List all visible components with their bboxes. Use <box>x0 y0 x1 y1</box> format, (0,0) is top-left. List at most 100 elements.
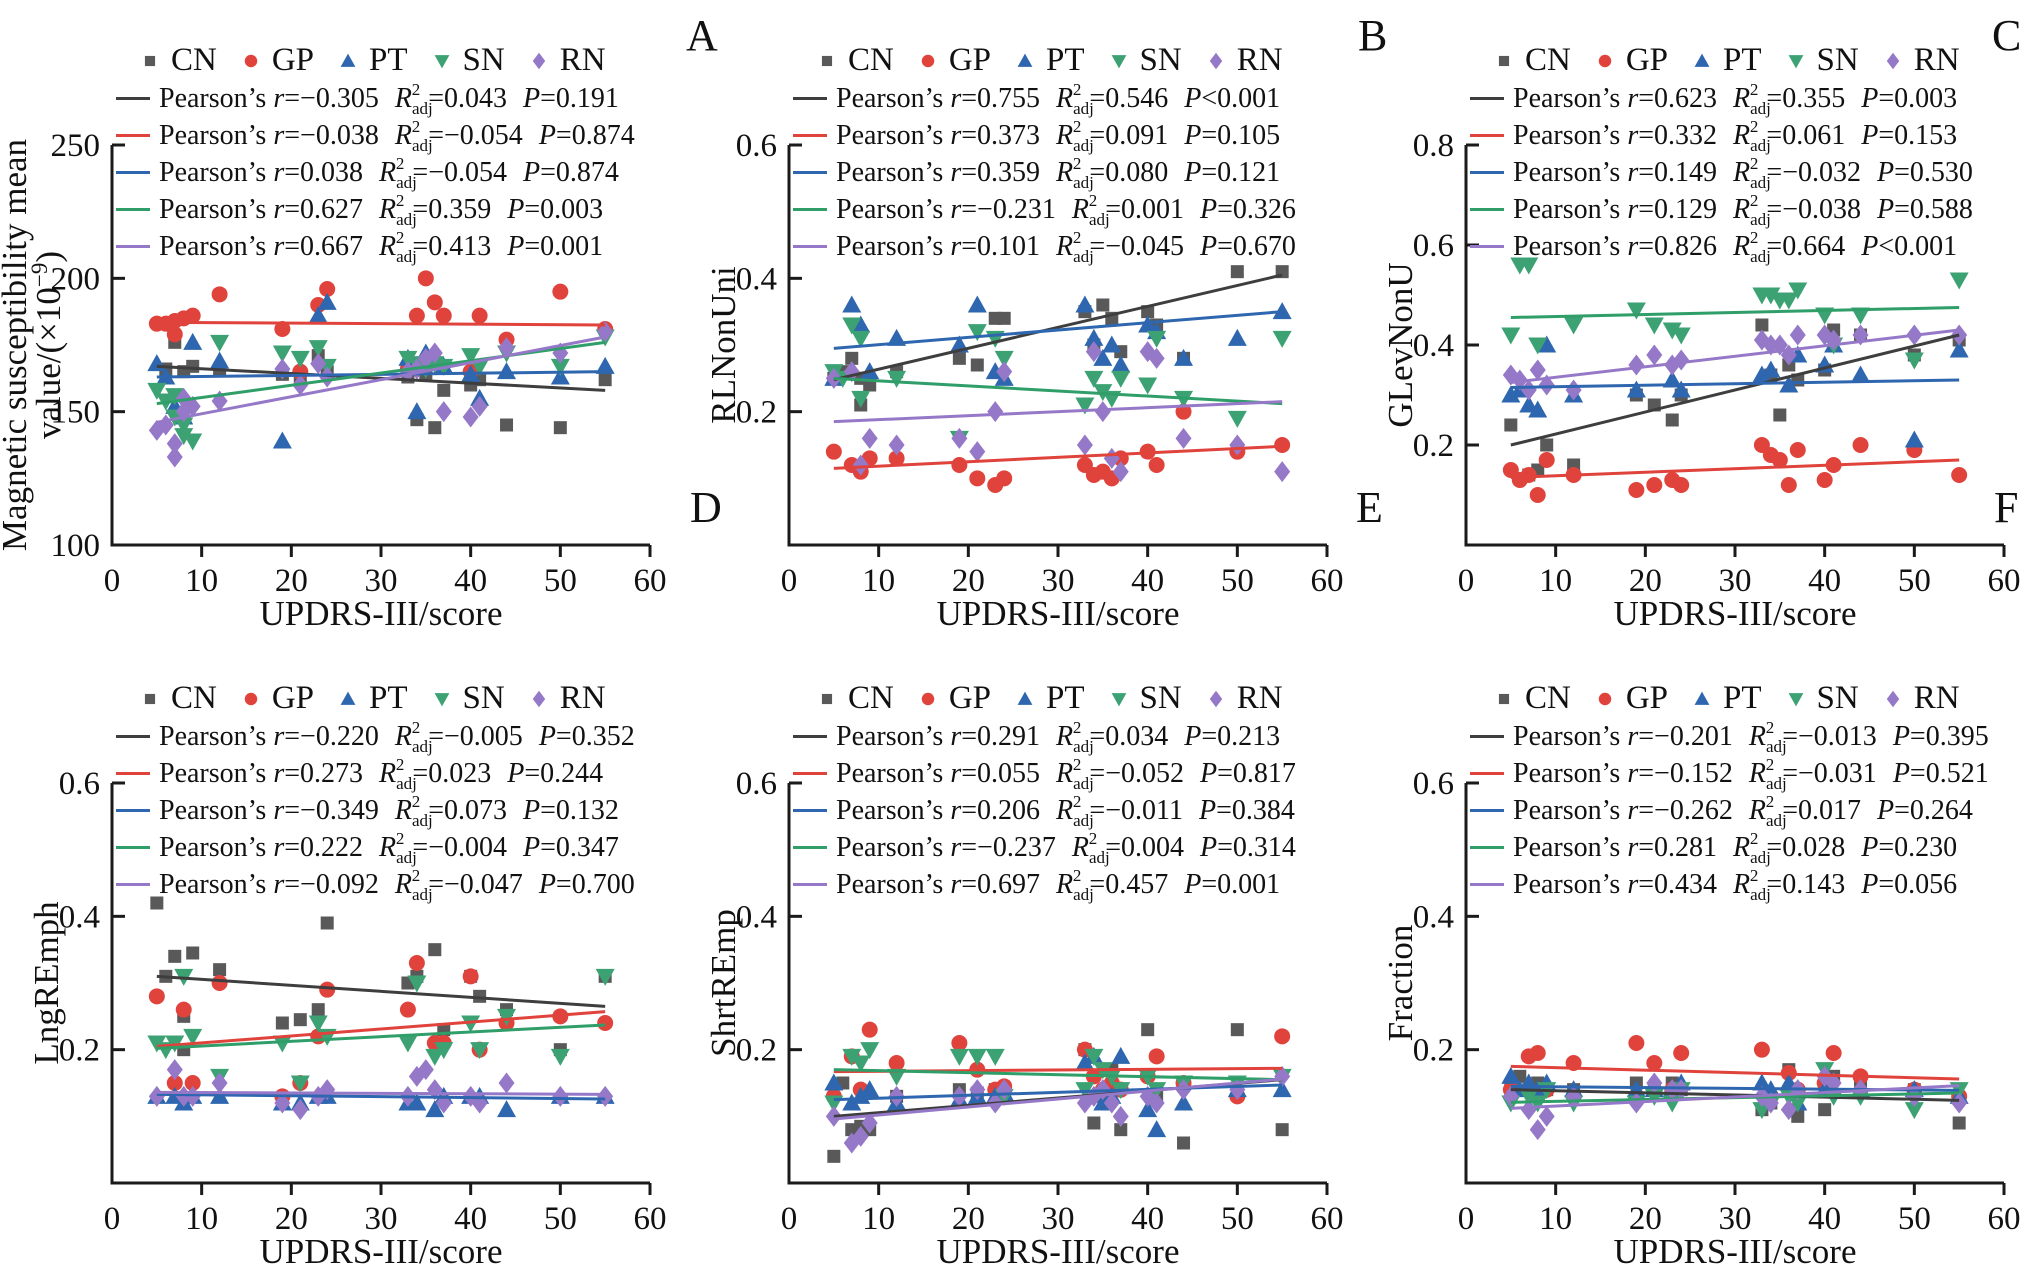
scatter-point-RN <box>1565 379 1582 401</box>
stat-text: Pearson’s r=0.055 Radj2 =−0.052 P=0.817 <box>836 754 1296 793</box>
y-tick-label: 100 <box>51 528 101 564</box>
trend-line-GP <box>1510 1064 1960 1081</box>
x-tick-label: 10 <box>862 563 895 599</box>
scatter-point-PT <box>317 292 337 310</box>
x-tick-label: 60 <box>634 1201 667 1237</box>
scatter-point-CN <box>1755 318 1769 332</box>
scatter-point-GP <box>552 283 569 300</box>
legend-item-PT: PT <box>1690 680 1762 717</box>
legend-item-CN: CN <box>1492 680 1571 717</box>
trend-line-GP <box>156 320 606 327</box>
scatter-point-SN <box>308 340 328 358</box>
y-tick-label: 250 <box>51 128 101 164</box>
trend-swatch <box>1470 171 1504 174</box>
scatter-point-RN <box>1229 434 1246 456</box>
square-icon <box>144 55 156 67</box>
stat-text: Pearson’s r=0.206 Radj2 =−0.011 P=0.384 <box>836 791 1295 830</box>
triangle-down-icon-glyph <box>1111 55 1126 69</box>
legend-group-label: CN <box>848 41 894 78</box>
panel-letter-f: F <box>1994 483 2019 532</box>
scatter-point-SN <box>1626 302 1646 320</box>
scatter-point-SN <box>1779 292 1799 310</box>
legend-stat-row-GP: Pearson’s r=0.055 Radj2 =−0.052 P=0.817 <box>793 755 1305 792</box>
triangle-up-icon <box>1017 53 1033 67</box>
scatter-point-PT <box>1174 348 1194 366</box>
scatter-point-SN <box>1564 317 1584 335</box>
diamond-icon-glyph <box>1209 52 1222 70</box>
y-axis-title: Fraction <box>1381 925 1420 1042</box>
panel-letter-d: D <box>690 483 722 532</box>
x-tick-label: 20 <box>1629 1201 1662 1237</box>
scatter-point-PT <box>967 295 987 313</box>
axis-frame <box>1464 145 2004 547</box>
scatter-point-GP <box>399 1001 416 1018</box>
stat-text: Pearson’s r=0.273 Radj2 =0.023 P=0.244 <box>159 754 604 793</box>
x-tick-label: 30 <box>1042 1201 1075 1237</box>
scatter-point-GP <box>1951 467 1968 483</box>
scatter-point-SN <box>183 1028 203 1046</box>
stat-text: Pearson’s r=0.359 Radj2 =0.080 P=0.121 <box>836 153 1281 192</box>
trend-swatch <box>793 772 827 775</box>
legend-stat-row-CN: Pearson’s r=0.291 Radj2 =0.034 P=0.213 <box>793 718 1305 755</box>
x-tick-label: 20 <box>275 563 308 599</box>
circle-icon-glyph <box>244 54 258 68</box>
legend-stat-row-GP: Pearson’s r=0.273 Radj2 =0.023 P=0.244 <box>116 755 635 792</box>
legend-group-label: GP <box>271 41 315 78</box>
y-axis-title: value/(×10−9) <box>27 251 68 439</box>
legend-item-RN: RN <box>1881 42 1960 79</box>
panel-b: CN GP PT SN RN Pearson’s r=0.755 Radj2 =0.546 P<… <box>677 0 1354 638</box>
scatter-point-RN <box>951 427 968 449</box>
scatter-point-SN <box>994 350 1014 368</box>
scatter-point-RN <box>274 1092 291 1114</box>
legend-stat-row-SN: Pearson’s r=−0.231 Radj2 =0.001 P=0.326 <box>793 191 1305 228</box>
scatter-point-GP <box>1529 1045 1546 1061</box>
diamond-icon <box>532 690 545 708</box>
scatter-point-RN <box>462 406 479 428</box>
scatter-point-GP <box>408 955 425 971</box>
legend-b: CN GP PT SN RN Pearson’s r=0.755 Radj2 =0.546 P<… <box>793 40 1305 265</box>
legend-item-GP: GP <box>1593 680 1668 717</box>
scatter-point-SN <box>842 317 862 335</box>
x-tick-label: 0 <box>781 1201 798 1237</box>
legend-stat-row-RN: Pearson’s r=0.826 Radj2 =0.664 P<0.001 <box>1470 228 1982 265</box>
scatter-point-CN <box>598 373 612 387</box>
legend-item-PT: PT <box>336 680 408 717</box>
trend-line-SN <box>156 1023 606 1050</box>
scatter-point-SN <box>595 968 615 986</box>
legend-item-PT: PT <box>1013 680 1085 717</box>
stat-text: Pearson’s r=0.627 Radj2 =0.359 P=0.003 <box>159 190 604 229</box>
legend-stat-row-RN: Pearson’s r=−0.092 Radj2 =−0.047 P=0.700 <box>116 866 635 903</box>
legend-item-RN: RN <box>1204 680 1283 717</box>
y-tick-label: 0.4 <box>59 899 100 935</box>
triangle-down-icon-glyph <box>1111 693 1126 707</box>
triangle-up-icon-glyph <box>1694 53 1710 67</box>
scatter-point-SN <box>1519 1088 1539 1106</box>
x-tick-label: 60 <box>634 563 667 599</box>
scatter-point-CN <box>1114 1123 1128 1137</box>
trend-swatch <box>116 809 150 812</box>
scatter-point-SN <box>1851 307 1871 325</box>
scatter-point-RN <box>1646 344 1663 366</box>
panel-a: CN GP PT SN RN Pearson’s r=−0.305 Radj2 =0.043 P… <box>0 0 677 638</box>
scatter-point-SN <box>1528 1095 1548 1113</box>
stat-text: Pearson’s r=0.373 Radj2 =0.091 P=0.105 <box>836 116 1281 155</box>
x-tick-label: 30 <box>1719 1201 1752 1237</box>
axis-frame <box>1464 783 2004 1185</box>
scatter-point-GP <box>1816 472 1833 488</box>
scatter-point-RN <box>1103 447 1120 469</box>
legend-group-label: GP <box>948 679 992 716</box>
scatter-point-CN <box>1177 1136 1191 1150</box>
trend-swatch <box>793 208 827 211</box>
scatter-point-SN <box>887 1068 907 1086</box>
scatter-point-GP <box>1520 467 1537 483</box>
scatter-point-PT <box>425 1100 445 1118</box>
scatter-point-SN <box>967 1048 987 1066</box>
legend-stat-row-RN: Pearson’s r=0.667 Radj2 =0.413 P=0.001 <box>116 228 635 265</box>
x-axis-title: UPDRS-III/score <box>1613 1232 1856 1271</box>
scatter-point-RN <box>310 353 327 375</box>
scatter-point-RN <box>1520 379 1537 401</box>
scatter-point-RN <box>498 1072 515 1094</box>
legend-stat-row-GP: Pearson’s r=0.332 Radj2 =0.061 P=0.153 <box>1470 117 1982 154</box>
y-tick-label: 0.4 <box>1413 899 1454 935</box>
trend-line-SN <box>1510 306 1960 319</box>
